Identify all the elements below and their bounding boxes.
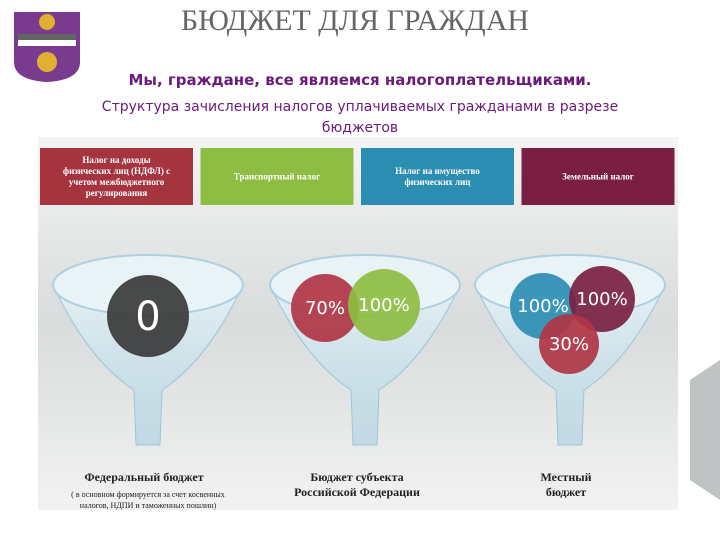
tax-box-text: Налог на доходы xyxy=(82,155,150,165)
tax-box-text: физических лиц (НДФЛ) с xyxy=(63,166,170,176)
tax-box xyxy=(361,148,514,205)
share-label: 70% xyxy=(305,298,345,319)
tax-box-text: регулирования xyxy=(86,188,148,198)
share-circle xyxy=(348,269,420,341)
tax-box-text: Транспортный налог xyxy=(234,172,320,182)
tax-box-text: учетом межбюджетного xyxy=(69,177,165,187)
share-label: 30% xyxy=(549,334,589,355)
tax-box xyxy=(521,148,675,205)
tax-box-text: физических лиц xyxy=(405,177,472,187)
share-circle xyxy=(107,275,189,357)
funnel xyxy=(52,284,244,446)
title: БЮДЖЕТ ДЛЯ ГРАЖДАН xyxy=(181,4,529,37)
subtitle: Мы, граждане, все являемся налогоплатель… xyxy=(128,71,591,89)
tax-box-text: Налог на имущество xyxy=(395,166,480,176)
budget-note: ( в основном формируется за счет косвенн… xyxy=(71,490,225,499)
share-label: 0 xyxy=(135,294,160,340)
budget-label: Федеральный бюджет xyxy=(84,470,203,484)
share-circle xyxy=(569,266,635,332)
coat-of-arms xyxy=(14,12,80,82)
budget-note: налогов, НДПИ и таможенных пошлин) xyxy=(80,501,217,510)
decoration xyxy=(690,360,720,500)
share-label: 100% xyxy=(576,289,627,310)
budget-label: Бюджет субъекта xyxy=(310,470,403,484)
share-circle xyxy=(291,274,359,342)
tax-box xyxy=(40,148,193,205)
tax-box-text: Земельный налог xyxy=(562,172,634,182)
caption: Структура зачисления налогов уплачиваемы… xyxy=(102,99,618,136)
share-circle xyxy=(539,314,599,374)
share-label: 100% xyxy=(517,296,568,317)
tax-box xyxy=(200,148,354,205)
caption-line: Структура зачисления налогов уплачиваемы… xyxy=(102,99,618,115)
share-label: 100% xyxy=(358,295,409,316)
budget-label: Местный xyxy=(540,470,591,484)
funnels: 0 Федеральный бюджет ( в основном формируе… xyxy=(52,254,666,510)
budget-label: бюджет xyxy=(546,485,586,499)
caption-line: бюджетов xyxy=(322,120,398,136)
budget-label: Российской Федерации xyxy=(294,485,420,499)
